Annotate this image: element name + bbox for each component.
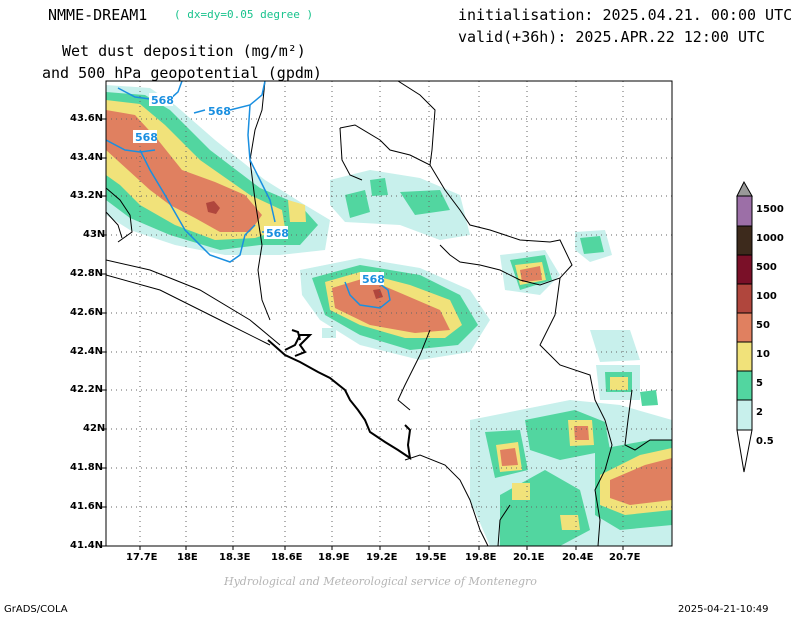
legend-label: 500 [756, 262, 777, 273]
credit-line: Hydrological and Meteorological service … [224, 575, 537, 588]
lat-label: 43.4N [70, 152, 104, 163]
lon-label: 20.4E [562, 552, 594, 563]
lat-label: 43.2N [70, 190, 104, 201]
country-borders [106, 81, 672, 546]
contour-label: 568 [266, 227, 289, 240]
lat-label: 42N [83, 423, 106, 434]
legend-label: 50 [756, 320, 770, 331]
contour-label: 568 [135, 131, 158, 144]
lon-label: 17.7E [126, 552, 158, 563]
lat-label: 41.4N [70, 540, 104, 551]
lat-label: 42.4N [70, 346, 104, 357]
legend-label: 1000 [756, 233, 784, 244]
legend-label: 100 [756, 291, 777, 302]
lat-label: 42.2N [70, 384, 104, 395]
contour-label: 568 [362, 273, 385, 286]
lon-label: 20.1E [513, 552, 545, 563]
footer-software: GrADS/COLA [4, 604, 68, 615]
lon-label: 20.7E [609, 552, 641, 563]
lon-label: 19.2E [366, 552, 398, 563]
contour-label: 568 [208, 105, 231, 118]
legend-label: 2 [756, 407, 763, 418]
legend-label: 10 [756, 349, 770, 360]
model-name: NMME-DREAM1 [48, 6, 148, 24]
lat-label: 42.6N [70, 307, 104, 318]
lat-label: 41.6N [70, 501, 104, 512]
title-line-2: and 500 hPa geopotential (gpdm) [42, 64, 322, 82]
lon-label: 18.9E [318, 552, 350, 563]
lon-label: 18.6E [271, 552, 303, 563]
valid-time: valid(+36h): 2025.APR.22 12:00 UTC [458, 28, 766, 46]
legend-label: 1500 [756, 204, 784, 215]
contour-label: 568 [151, 94, 174, 107]
lat-label: 42.8N [70, 268, 104, 279]
legend-colorbar [736, 180, 753, 473]
resolution-note: ( dx=dy=0.05 degree ) [174, 8, 314, 21]
lon-label: 19.8E [465, 552, 497, 563]
lat-label: 41.8N [70, 462, 104, 473]
footer-timestamp: 2025-04-21-10:49 [678, 604, 769, 615]
lon-label: 19.5E [415, 552, 447, 563]
axis-ticks [102, 118, 624, 550]
lat-label: 43N [83, 229, 106, 240]
coastline [267, 329, 412, 461]
legend-label: 0.5 [756, 436, 774, 447]
title-line-1: Wet dust deposition (mg/m²) [62, 42, 306, 60]
lat-label: 43.6N [70, 113, 104, 124]
lon-label: 18.3E [219, 552, 251, 563]
lon-label: 18E [177, 552, 198, 563]
init-time: initialisation: 2025.04.21. 00:00 UTC [458, 6, 793, 24]
legend-label: 5 [756, 378, 763, 389]
contour-labels: 568 568 568 568 568 [133, 93, 385, 286]
